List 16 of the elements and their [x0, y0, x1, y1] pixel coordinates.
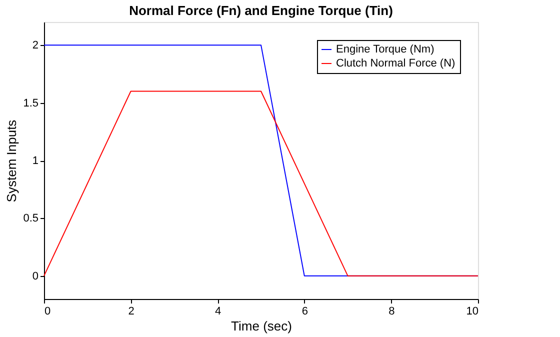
x-tick-label: 8: [388, 306, 395, 318]
x-tick-label: 2: [128, 306, 134, 318]
chart-title: Normal Force (Fn) and Engine Torque (Tin): [129, 3, 393, 18]
y-tick-label: 2: [32, 40, 38, 52]
legend-label: Engine Torque (Nm): [336, 44, 434, 56]
y-tick-label: 0: [32, 270, 38, 282]
y-axis-title: System Inputs: [4, 119, 20, 202]
x-tick-label: 4: [215, 306, 222, 318]
x-tick-label: 6: [302, 306, 308, 318]
x-axis-title: Time (sec): [231, 318, 292, 334]
y-tick-label: 1.5: [23, 97, 38, 110]
legend-label: Clutch Normal Force (N): [336, 58, 456, 70]
y-tick-label: 0.5: [23, 212, 38, 225]
x-tick-label: 0: [44, 306, 51, 318]
x-tick-label: 10: [466, 306, 478, 318]
y-tick-label: 1: [32, 155, 38, 167]
